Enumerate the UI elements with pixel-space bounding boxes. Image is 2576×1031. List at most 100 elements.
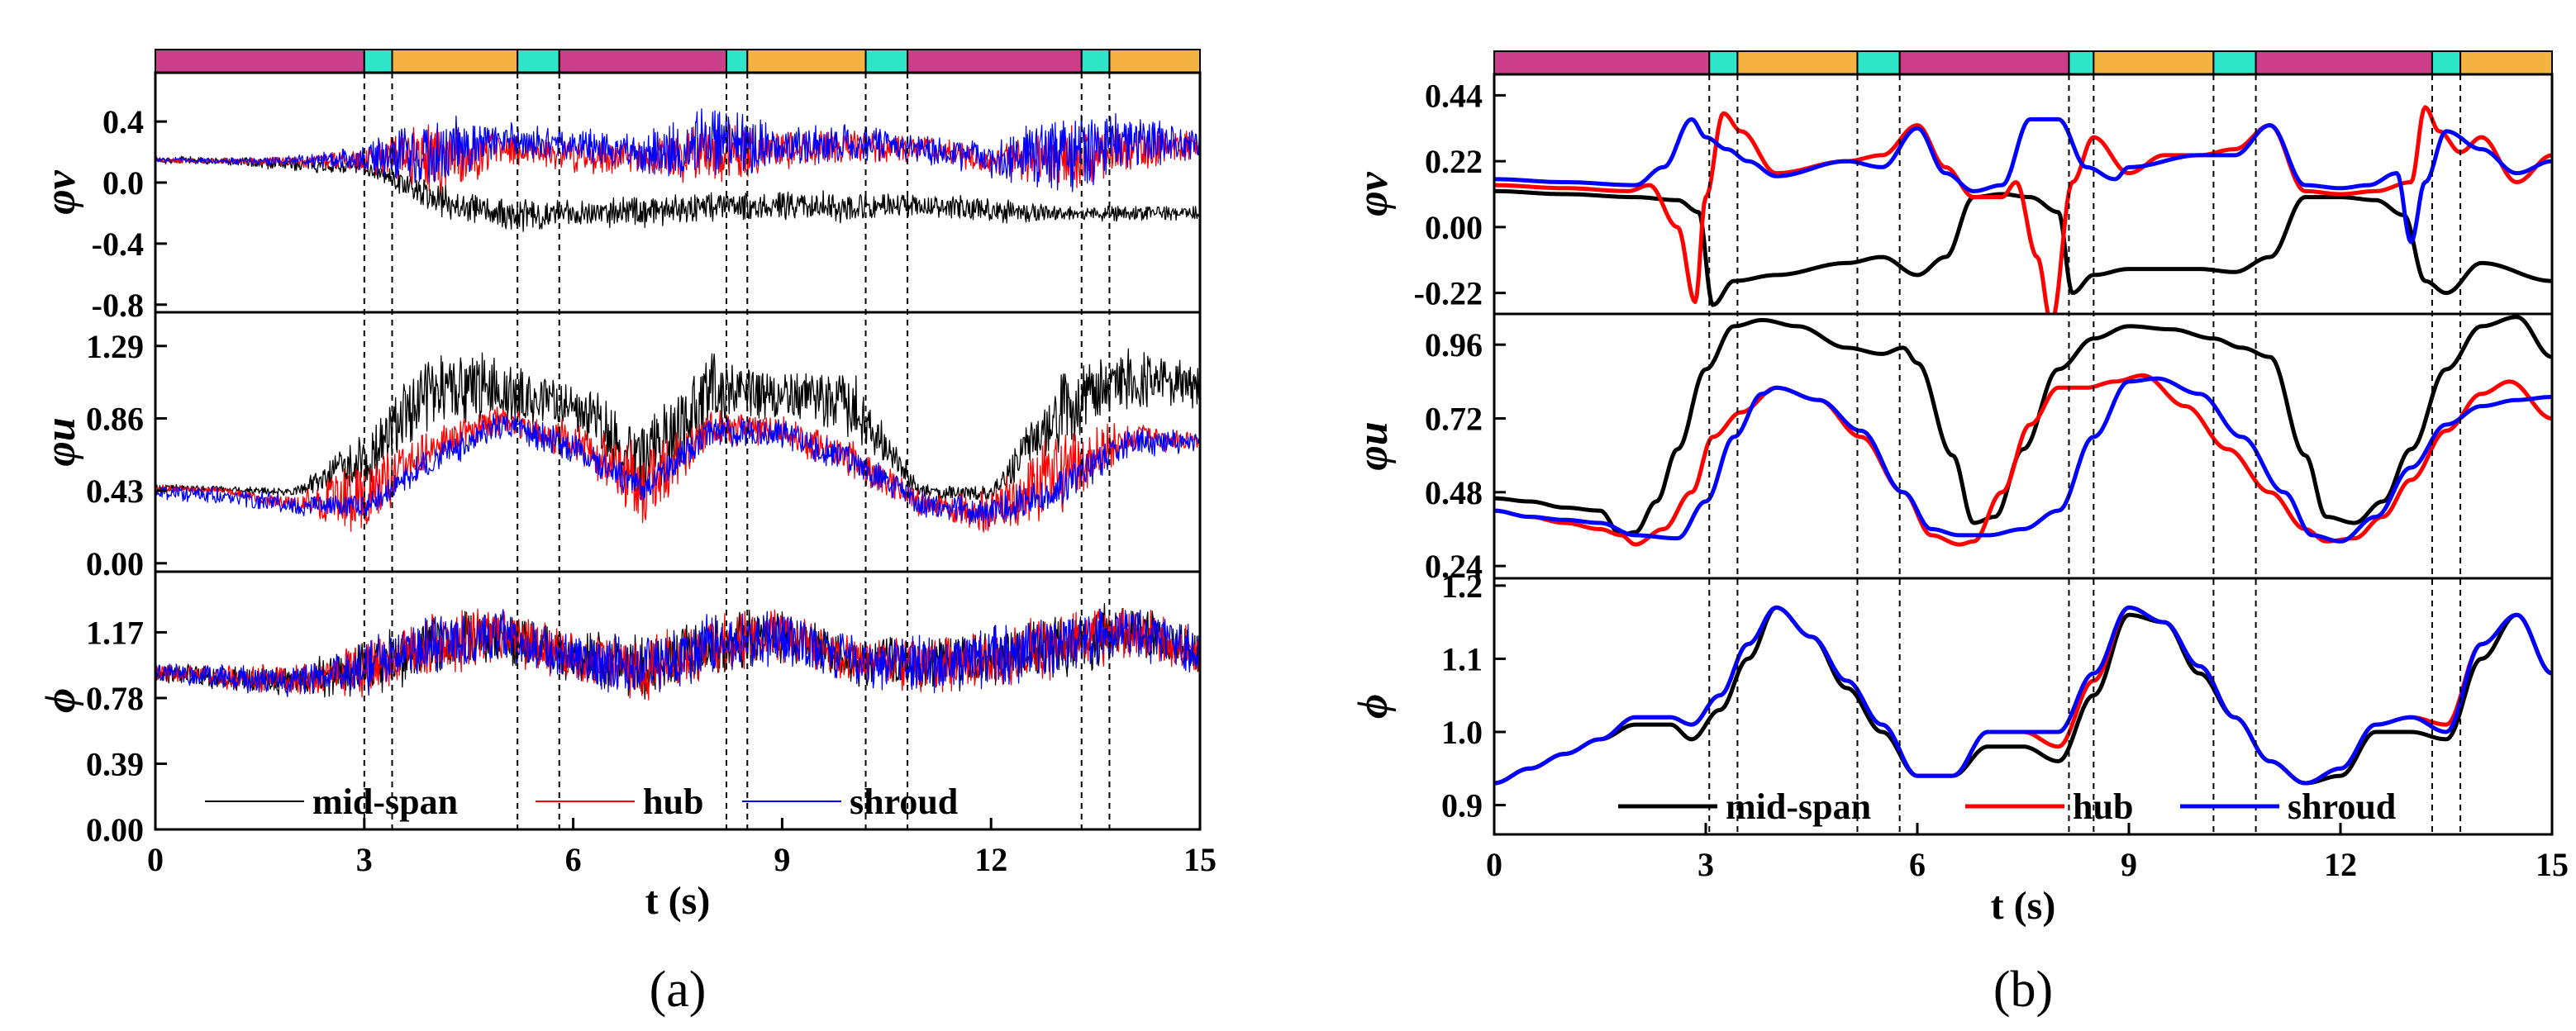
phase-segment: [2255, 50, 2433, 75]
y-tick-label: 1.2: [1441, 568, 1483, 605]
series-shroud: [1494, 605, 2552, 786]
subplot-3: [1494, 605, 2552, 786]
y-tick-label: -0.22: [1414, 275, 1483, 312]
y-tick-label: 0.78: [86, 680, 144, 717]
series-hub: [1494, 605, 2552, 786]
subplot-1: [155, 108, 1200, 232]
x-axis-label: t (s): [645, 879, 711, 923]
series-shroud: [155, 108, 1200, 192]
y-tick-label: 0.00: [86, 811, 144, 848]
subplot-frame: [1493, 312, 2554, 580]
phase-segment: [1736, 50, 1859, 75]
y-tick-label: 0.86: [86, 400, 144, 437]
y-tick-label: 0.9: [1441, 787, 1483, 824]
phase-segment: [2431, 50, 2462, 75]
series-mid-span: [155, 348, 1200, 501]
series-mid-span: [1494, 605, 2552, 786]
subplot-2: [1494, 315, 2552, 547]
series-hub: [155, 406, 1200, 533]
panel-label: (b): [1993, 962, 2053, 1018]
x-tick-label: 3: [1697, 846, 1714, 883]
phase-segment: [558, 49, 727, 74]
y-tick-label: 0.24: [1425, 548, 1483, 585]
phase-segment: [155, 49, 365, 74]
series-hub: [155, 607, 1200, 701]
legend-label-hub: hub: [643, 782, 703, 822]
y-axis-label: ϕ: [1350, 694, 1397, 719]
series-shroud: [155, 608, 1200, 697]
phase-segment: [391, 49, 519, 74]
y-tick-label: 1.1: [1441, 640, 1483, 677]
series-shroud: [1494, 376, 2552, 544]
y-tick-label: 0.48: [1425, 474, 1483, 511]
x-axis-label: t (s): [1991, 884, 2056, 928]
phase-segment: [363, 49, 393, 74]
legend-label-mid-span: mid-span: [1726, 786, 1871, 827]
x-tick-label: 15: [2536, 846, 2569, 883]
x-tick-label: 0: [147, 841, 164, 878]
chart-panel-a: 0.4 0.0 -0.4 -0.8 φv 1.29 0.86 0.43 0.00 φu 1.17 0.…: [37, 49, 1217, 1018]
y-tick-label: -0.4: [92, 226, 144, 263]
y-axis-label: ϕ: [37, 688, 84, 713]
legend-label-hub: hub: [2073, 786, 2133, 827]
y-tick-label: -0.8: [92, 287, 144, 324]
y-tick-label: 0.72: [1425, 401, 1483, 438]
y-tick-label: 0.00: [86, 545, 144, 582]
subplot-1: [1494, 105, 2552, 314]
phase-segment: [1856, 50, 1901, 75]
y-axis-label: φv: [1350, 171, 1397, 216]
y-axis-label: φu: [37, 417, 84, 466]
phase-segment: [2212, 50, 2257, 75]
y-tick-label: 1.0: [1441, 714, 1483, 751]
y-tick-label: 0.43: [86, 473, 144, 510]
phase-segment: [907, 49, 1083, 74]
subplot-3: [155, 602, 1200, 701]
subplot-frame: [154, 71, 1202, 314]
phase-segment: [2093, 50, 2215, 75]
phase-segment: [1493, 50, 1711, 75]
phase-segment: [2459, 50, 2553, 75]
y-tick-label: 0.44: [1425, 77, 1483, 114]
phase-segment: [1080, 49, 1111, 74]
y-tick-label: 0.0: [102, 164, 144, 202]
panel-label: (a): [650, 962, 707, 1018]
subplot-frame: [154, 570, 1202, 831]
chart-panel-b: 0.440.220.00-0.22φv0.960.720.480.24φu1.2…: [1350, 50, 2569, 1018]
phase-segment: [1708, 50, 1739, 75]
x-tick-label: 12: [974, 841, 1007, 878]
series-hub: [1494, 373, 2552, 547]
series-mid-span: [155, 155, 1200, 232]
x-tick-label: 6: [565, 841, 582, 878]
subplot-frame: [1493, 577, 2554, 836]
x-tick-label: 6: [1909, 846, 1926, 883]
phase-segment: [2068, 50, 2095, 75]
series-mid-span: [1494, 315, 2552, 538]
x-tick-label: 0: [1486, 846, 1502, 883]
legend-label-mid-span: mid-span: [312, 782, 458, 822]
y-tick-label: 0.22: [1425, 143, 1483, 180]
phase-segment: [725, 49, 749, 74]
x-tick-label: 3: [356, 841, 373, 878]
legend-label-shroud: shroud: [2288, 786, 2396, 827]
series-hub: [1494, 105, 2552, 314]
y-tick-label: 0.00: [1425, 209, 1483, 246]
y-tick-label: 0.96: [1425, 326, 1483, 363]
phase-segment: [1898, 50, 2070, 75]
phase-segment: [746, 49, 867, 74]
x-tick-label: 9: [774, 841, 790, 878]
x-tick-label: 9: [2121, 846, 2137, 883]
x-tick-label: 12: [2324, 846, 2357, 883]
y-axis-label: φv: [37, 169, 84, 214]
phase-segment: [517, 49, 560, 74]
y-tick-label: 0.39: [86, 745, 144, 782]
x-tick-label: 15: [1183, 841, 1217, 878]
y-tick-label: 1.29: [86, 328, 144, 365]
legend-label-shroud: shroud: [850, 782, 958, 822]
phase-segment: [1108, 49, 1202, 74]
y-tick-label: 1.17: [86, 614, 144, 651]
phase-segment: [864, 49, 909, 74]
subplot-2: [155, 348, 1200, 533]
y-tick-label: 0.4: [102, 103, 144, 140]
y-axis-label: φu: [1350, 421, 1397, 470]
